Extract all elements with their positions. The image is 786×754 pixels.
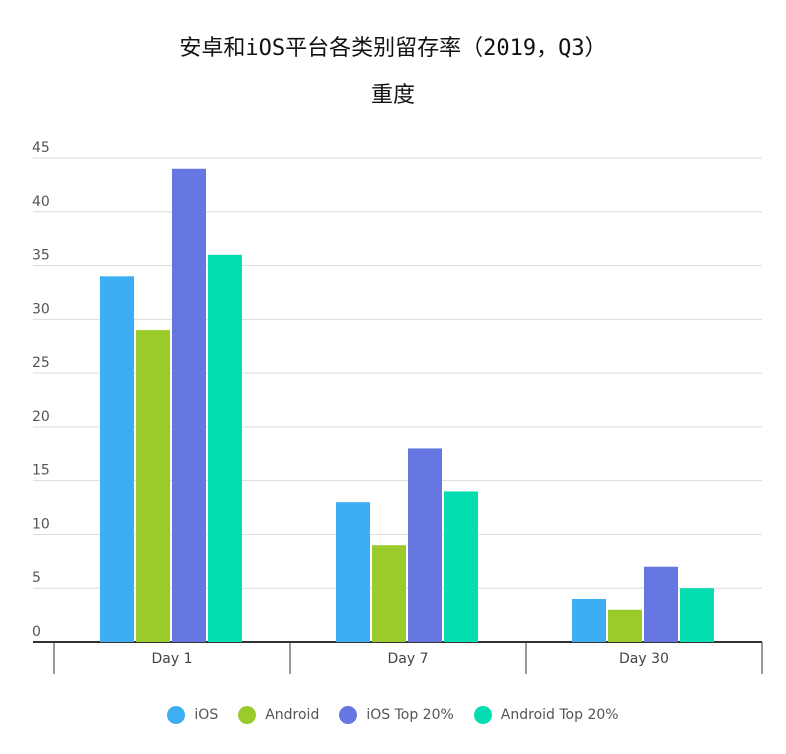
legend-swatch (238, 706, 257, 724)
legend-item: Android Top 20% (473, 706, 619, 724)
chart-legend: iOS Android iOS Top 20% Android Top 20% (0, 703, 786, 727)
x-tick-label: Day 1 (151, 651, 192, 667)
y-tick-label: 5 (32, 570, 41, 586)
legend-label: iOS Top 20% (366, 707, 454, 723)
bar-chart: 0 5 10 15 20 25 30 35 40 45 Day 1 Day 7 Day 30 (32, 140, 763, 674)
bar (644, 566, 678, 642)
legend-swatch (167, 706, 186, 724)
y-tick-label: 30 (32, 301, 50, 317)
bar (608, 609, 642, 642)
y-tick-label: 40 (32, 194, 50, 210)
legend-item: Android (238, 706, 319, 724)
bar (680, 588, 714, 642)
legend-swatch (473, 706, 492, 724)
y-tick-label: 35 (32, 248, 50, 264)
x-tick-label: Day 30 (619, 651, 669, 667)
chart-subtitle: 重度 (370, 83, 415, 108)
legend-label: iOS (194, 707, 219, 723)
y-tick-label: 10 (32, 516, 50, 532)
bar (136, 330, 170, 642)
bar (208, 254, 242, 643)
bar (572, 598, 606, 642)
bar (336, 502, 370, 642)
y-tick-label: 20 (32, 409, 50, 425)
legend-label: Android (265, 707, 320, 723)
bar (444, 491, 478, 642)
bar (100, 276, 134, 642)
legend-item: iOS (167, 706, 218, 724)
chart-title: 安卓和iOS平台各类别留存率（2019，Q3） (179, 36, 607, 61)
legend-item: iOS Top 20% (339, 706, 454, 724)
bar (172, 168, 206, 642)
y-tick-label: 0 (32, 624, 41, 640)
y-tick-label: 25 (32, 355, 50, 371)
x-tick-label: Day 7 (387, 651, 428, 667)
legend-label: Android Top 20% (500, 707, 619, 723)
bar (372, 545, 406, 642)
y-tick-label: 15 (32, 463, 50, 479)
y-tick-label: 45 (32, 140, 50, 156)
bar (408, 448, 442, 642)
legend-swatch (339, 706, 358, 724)
